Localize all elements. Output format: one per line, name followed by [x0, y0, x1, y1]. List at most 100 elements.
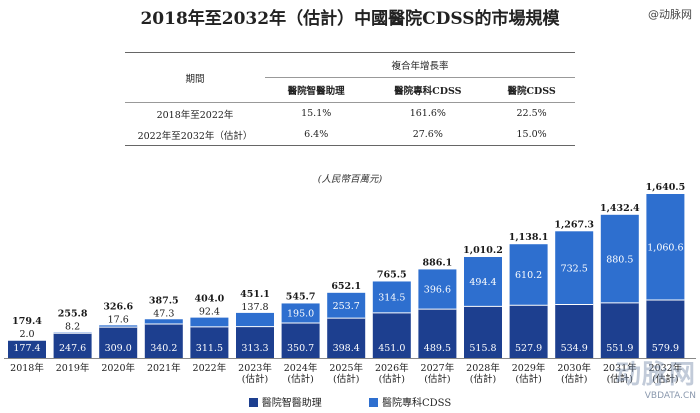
unit-label: (人民幣百萬元) [317, 174, 383, 185]
x-tick-label-line: 2029年 [512, 362, 546, 374]
row-value: 15.0% [488, 124, 575, 146]
bar-specialty [600, 214, 639, 303]
cagr-header: 複合年增長率 [265, 52, 575, 78]
chart-title: 2018年至2032年（估計）中國醫院CDSS的市場規模 [140, 9, 560, 29]
row-value: 15.1% [265, 102, 368, 124]
row-value: 6.4% [265, 124, 368, 146]
label-total: 652.1 [331, 281, 361, 292]
label-specialty: 17.6 [108, 314, 129, 325]
x-tick-label: 2032年(估計) [649, 362, 683, 385]
col-header-specialty: 醫院專科CDSS [394, 86, 462, 97]
bar-assistant [646, 300, 685, 358]
x-tick-label-line: 2023年 [238, 362, 272, 374]
x-tick-label-line: (估計) [242, 373, 268, 385]
label-assistant: 247.6 [59, 343, 86, 354]
x-tick-label-line: (估計) [287, 373, 313, 385]
label-assistant: 515.8 [469, 343, 496, 354]
label-total: 326.6 [103, 301, 133, 312]
bar-assistant [418, 309, 457, 358]
label-specialty: 314.5 [378, 293, 405, 304]
x-tick-label-line: 2028年 [466, 362, 500, 374]
bar-specialty [144, 319, 183, 324]
bar-assistant [555, 304, 594, 358]
legend: 醫院智醫助理 醫院專科CDSS [0, 394, 700, 409]
label-assistant: 551.9 [606, 343, 633, 354]
x-tick-label-line: 2031年 [603, 362, 637, 374]
x-tick-label-line: 2021年 [147, 362, 181, 374]
x-tick-label-line: (估計) [379, 373, 405, 385]
x-tick-label-line: 2024年 [284, 362, 318, 374]
label-specialty: 2.0 [19, 329, 34, 340]
label-total: 1,267.3 [554, 219, 594, 230]
x-tick-label-line: 2019年 [56, 362, 90, 374]
bar-specialty [555, 231, 594, 305]
label-total: 387.5 [149, 295, 179, 306]
label-specialty: 47.3 [153, 308, 174, 319]
x-tick-label-line: (估計) [607, 373, 633, 385]
label-assistant: 309.0 [105, 343, 132, 354]
x-tick-label-line: 2032年 [649, 362, 683, 374]
label-assistant: 311.5 [196, 343, 223, 354]
x-tick-label: 2019年 [56, 362, 90, 374]
x-tick-label-line: 2022年 [193, 362, 227, 374]
bar-assistant [464, 306, 502, 358]
bar-specialty [99, 325, 138, 328]
label-specialty: 195.0 [287, 309, 314, 320]
bar-specialty [281, 303, 320, 323]
x-tick-label: 2024年(估計) [284, 362, 318, 385]
label-specialty: 8.2 [65, 321, 80, 332]
x-tick-label: 2018年 [10, 362, 44, 374]
x-tick-label-line: 2026年 [375, 362, 409, 374]
label-specialty: 880.5 [606, 254, 633, 265]
label-specialty: 1,060.6 [647, 243, 683, 254]
col-header-assistant: 醫院智醫助理 [287, 86, 345, 97]
x-tick-label: 2029年(估計) [512, 362, 546, 385]
watermark-url: VBDATA.CN [644, 391, 696, 401]
x-tick-label: 2031年(估計) [603, 362, 637, 385]
x-tick-label-line: (估計) [561, 373, 587, 385]
row-value: 27.6% [367, 124, 489, 146]
x-tick-label: 2028年(估計) [466, 362, 500, 385]
label-assistant: 398.4 [333, 343, 360, 354]
x-tick-label-line: (估計) [515, 373, 541, 385]
label-specialty: 396.6 [424, 285, 451, 296]
label-total: 765.5 [377, 269, 407, 280]
label-specialty: 92.4 [199, 307, 220, 318]
label-total: 255.8 [58, 308, 88, 319]
row-value: 161.6% [367, 102, 489, 124]
label-specialty: 494.4 [469, 277, 496, 288]
bar-assistant [327, 318, 366, 358]
bar-assistant [281, 322, 320, 358]
bar-assistant [236, 326, 274, 358]
label-total: 179.4 [12, 316, 42, 327]
x-tick-label-line: 2020年 [101, 362, 135, 374]
row-period: 2022年至2032年（估計） [125, 124, 265, 146]
bar-specialty [190, 317, 229, 327]
x-tick-label-line: 2018年 [10, 362, 44, 374]
bar-specialty [646, 194, 685, 301]
x-tick-label: 2025年(估計) [329, 362, 363, 385]
bar-assistant [600, 302, 639, 358]
legend-item-specialty: 醫院專科CDSS [368, 394, 452, 409]
label-total: 1,432.4 [600, 203, 640, 214]
x-tick-label-line: 2027年 [421, 362, 455, 374]
label-assistant: 313.3 [241, 343, 268, 354]
legend-label: 醫院專科CDSS [381, 398, 452, 409]
bar-assistant [144, 323, 183, 358]
x-tick-label: 2020年 [101, 362, 135, 374]
label-assistant: 340.2 [150, 343, 177, 354]
x-tick-label-line: (估計) [333, 373, 359, 385]
x-tick-label-line: (估計) [470, 373, 496, 385]
legend-label: 醫院智醫助理 [261, 398, 322, 409]
label-assistant: 350.7 [287, 343, 314, 354]
label-assistant: 527.9 [515, 343, 542, 354]
label-specialty: 253.7 [333, 301, 360, 312]
cagr-table: 期間 複合年增長率 醫院智醫助理 醫院專科CDSS 醫院CDSS 2018年至2… [125, 52, 575, 146]
row-value: 22.5% [488, 102, 575, 124]
bar-specialty [236, 312, 274, 327]
bar-specialty [327, 292, 366, 319]
legend-swatch-specialty [368, 398, 378, 407]
bar-assistant [53, 333, 92, 358]
x-tick-label: 2027年(估計) [421, 362, 455, 385]
